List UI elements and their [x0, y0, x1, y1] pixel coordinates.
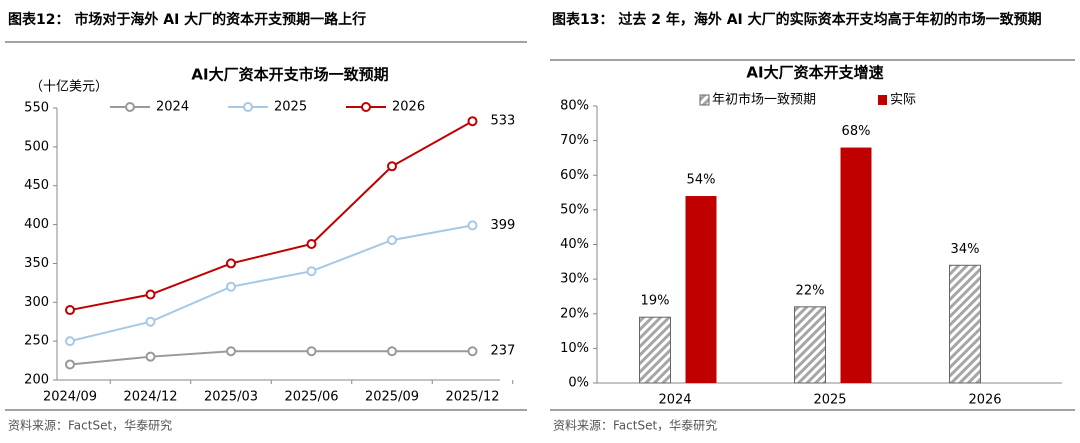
header: 图表13： 过去 2 年，海外 AI 大厂的实际资本开支均高于年初的市场一致预期: [552, 12, 1042, 28]
y-tick-label: 350: [24, 256, 49, 271]
point: [145, 351, 156, 362]
data-label: 22%: [796, 283, 825, 298]
series-line: [69, 350, 473, 366]
legend-swatch: [699, 94, 710, 106]
y-tick-label: 200: [24, 373, 49, 388]
source: 资料来源：FactSet，华泰研究: [8, 418, 172, 433]
point: [145, 316, 156, 327]
data-label: 533: [491, 114, 516, 129]
point: [467, 116, 478, 127]
header-box: 图表13： 过去 2 年，海外 AI 大厂的实际资本开支均高于年初的市场一致预期: [552, 12, 1042, 28]
y-tick-label: 0%: [568, 376, 589, 391]
bar: [685, 196, 717, 383]
y-axis-label: （十亿美元）: [30, 80, 108, 95]
data-label: 54%: [687, 173, 716, 188]
point: [226, 258, 236, 269]
x-tick-label: 2025/03: [204, 390, 258, 405]
y-tick-label: 30%: [560, 272, 589, 287]
bar: [639, 316, 671, 384]
point: [387, 161, 397, 172]
bar: [949, 264, 981, 384]
point: [226, 281, 236, 292]
legend-label: 年初市场一致预期: [712, 92, 816, 108]
point: [306, 346, 317, 357]
source: 资料来源：FactSet，华泰研究: [553, 418, 717, 433]
point: [226, 346, 236, 357]
y-tick-label: 250: [24, 334, 49, 349]
y-tick-label: 550: [24, 101, 49, 116]
bar: [840, 147, 872, 383]
series-line: [69, 224, 473, 343]
point: [467, 220, 478, 231]
legend-label: 实际: [890, 93, 916, 108]
data-label: 237: [491, 344, 516, 359]
point: [65, 305, 75, 316]
y-tick-label: 50%: [560, 202, 589, 217]
series-line: [69, 120, 473, 312]
x-tick-label: 2026: [968, 393, 1001, 408]
x-tick-label: 2024/12: [123, 390, 177, 405]
y-tick-label: 20%: [560, 306, 589, 321]
legend-label: 2025: [274, 100, 307, 115]
x-tick-label: 2025/12: [445, 390, 499, 405]
legend-label: 2024: [156, 100, 189, 115]
data-label: 34%: [951, 242, 980, 257]
bar: [794, 306, 826, 384]
x-tick-label: 2024/09: [43, 390, 97, 405]
x-tick-label: 2024: [658, 393, 691, 408]
y-tick-label: 400: [24, 217, 49, 232]
data-label: 399: [491, 218, 516, 233]
point: [306, 239, 317, 249]
legend-marker: [243, 102, 253, 112]
y-tick-label: 10%: [560, 341, 589, 356]
point: [145, 289, 156, 300]
point: [387, 235, 397, 246]
y-tick-label: 450: [24, 178, 49, 193]
x-tick-label: 2025/09: [365, 390, 419, 405]
point: [65, 359, 75, 370]
y-tick-label: 300: [24, 295, 49, 310]
point: [306, 266, 317, 277]
data-label: 19%: [641, 294, 670, 309]
y-tick-label: 80%: [560, 99, 589, 114]
point: [387, 346, 397, 357]
legend-marker: [361, 102, 371, 112]
point: [467, 346, 478, 357]
y-tick-label: 70%: [560, 133, 589, 148]
point: [65, 336, 75, 347]
data-label: 68%: [842, 124, 871, 139]
legend-marker: [125, 102, 135, 112]
y-tick-label: 60%: [560, 168, 589, 183]
chart-title: AI大厂资本开支市场一致预期: [191, 66, 388, 84]
legend-swatch: [878, 95, 887, 105]
chart-title: AI大厂资本开支增速: [746, 64, 883, 82]
y-tick-label: 40%: [560, 237, 589, 252]
x-tick-label: 2025: [813, 393, 846, 408]
header: 图表12： 市场对于海外 AI 大厂的资本开支预期一路上行: [8, 11, 366, 28]
legend-label: 2026: [392, 100, 425, 115]
y-tick-label: 500: [24, 139, 49, 154]
x-tick-label: 2025/06: [284, 390, 338, 405]
